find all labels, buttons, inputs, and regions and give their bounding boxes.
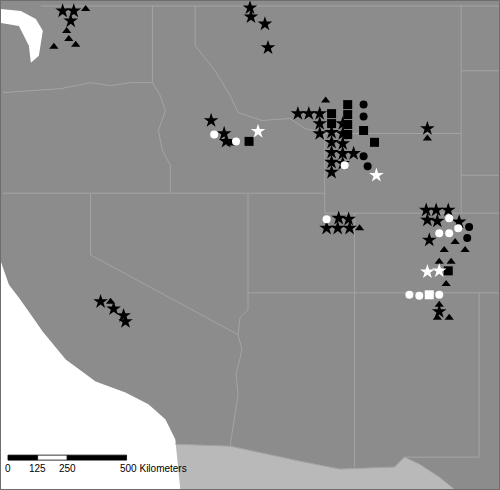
svg-text:0: 0: [5, 463, 11, 474]
svg-text:500 Kilometers: 500 Kilometers: [120, 463, 187, 474]
svg-text:125: 125: [29, 463, 46, 474]
svg-text:250: 250: [59, 463, 76, 474]
